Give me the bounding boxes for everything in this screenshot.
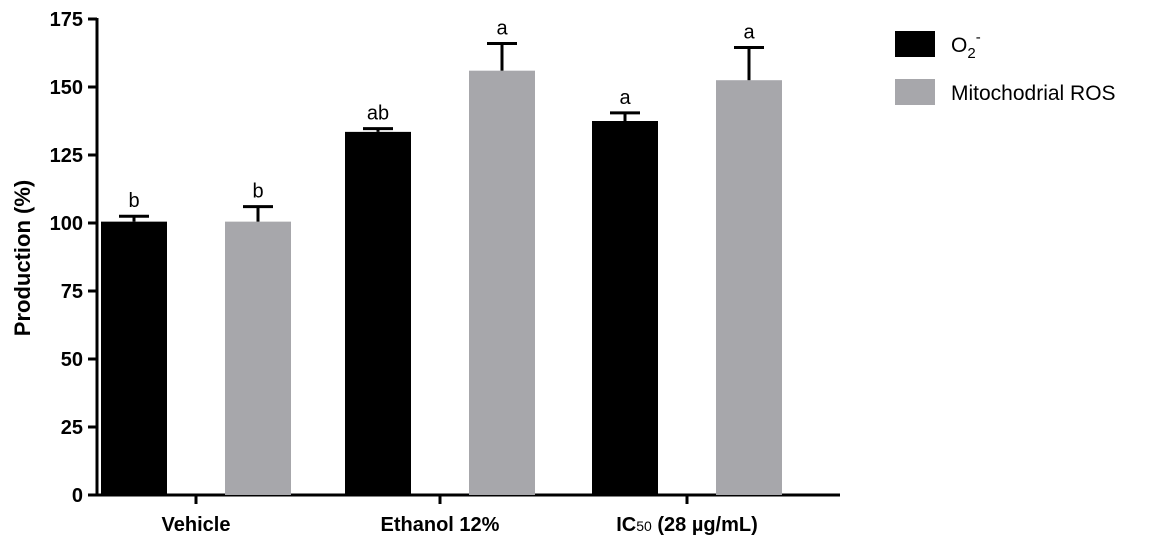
chart-bars [101, 41, 782, 496]
bar [716, 80, 782, 495]
legend-label: O2- [951, 29, 981, 62]
y-tick-label: 0 [72, 485, 83, 507]
significance-label: b [252, 181, 263, 203]
legend-swatch [895, 31, 935, 57]
y-tick-label: 150 [50, 77, 83, 99]
significance-label: a [743, 22, 755, 44]
y-tick-label: 75 [61, 281, 83, 303]
y-axis-title: Production (%) [10, 180, 35, 336]
legend-subscript: 2 [967, 45, 975, 62]
legend-label: Mitochodrial ROS [951, 82, 1116, 105]
y-tick-label: 100 [50, 213, 83, 235]
y-tick-label: 50 [61, 349, 83, 371]
chart-axes [88, 17, 840, 504]
x-category-label: IC50 (28 µg/mL) [616, 514, 758, 536]
bar [101, 221, 167, 495]
y-tick-label: 25 [61, 417, 83, 439]
y-tick-label: 125 [50, 145, 83, 167]
chart-legend: O2- Mitochodrial ROS [895, 29, 1116, 105]
significance-label: ab [367, 103, 389, 125]
significance-label: b [128, 190, 139, 212]
legend-swatch [895, 79, 935, 105]
significance-label: a [496, 17, 508, 39]
bar [345, 131, 411, 495]
bar [592, 121, 658, 495]
x-category-subscript: 50 [636, 518, 652, 534]
chart-labels: 0 25 50 75 100 125 150 175 Vehicle b b Ethanol 12% a… [50, 9, 758, 536]
x-category-label: Vehicle [162, 514, 231, 536]
bar [469, 70, 535, 496]
significance-label: a [619, 87, 631, 109]
x-category-label: Ethanol 12% [381, 514, 500, 536]
legend-superscript: - [976, 29, 981, 46]
bar [225, 221, 291, 495]
y-tick-label: 175 [50, 9, 83, 31]
